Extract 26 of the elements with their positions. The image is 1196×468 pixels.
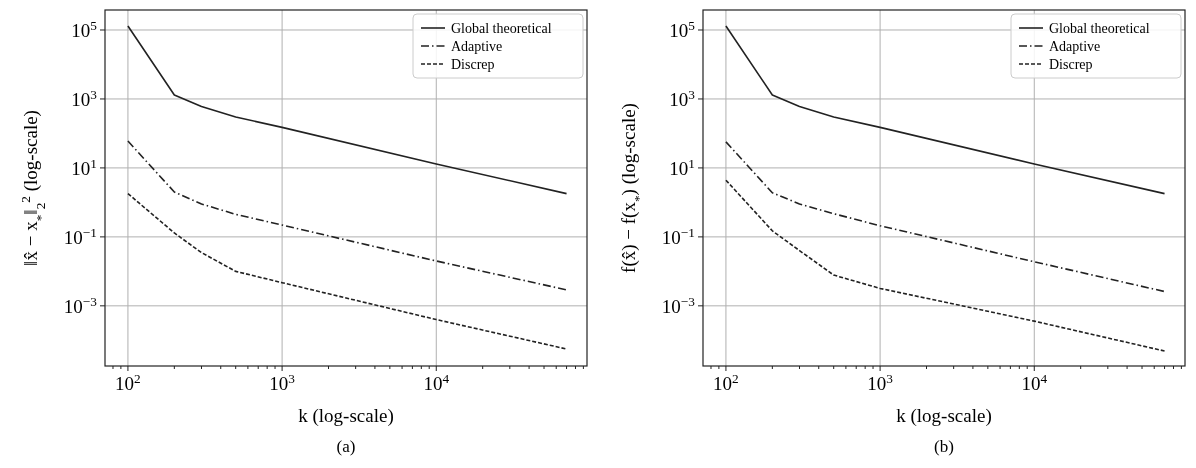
y-tick-label: 10$^{−1}$ [661,224,695,248]
x-tick-label: 10$^{3}$ [867,370,894,394]
legend-label: Adaptive [1049,39,1101,54]
y-tick-label: 10$^{−1}$ [63,224,97,248]
x-axis-title: k (log-scale) [896,405,992,427]
legend-label: Adaptive [451,39,503,54]
y-tick-label: 10$^{1}$ [669,155,695,179]
x-tick-label: 10$^{2}$ [115,370,141,394]
y-tick-label: 10$^{5}$ [71,17,98,41]
y-tick-label: 10$^{3}$ [71,86,98,110]
legend-label: Global theoretical [1049,21,1150,36]
x-tick-label: 10$^{4}$ [423,370,450,394]
y-tick-label: 10$^{5}$ [669,17,696,41]
legend-label: Global theoretical [451,21,552,36]
legend-label: Discrep [451,57,495,72]
y-tick-label: 10$^{−3}$ [63,293,98,317]
x-tick-label: 10$^{3}$ [269,370,296,394]
x-tick-label: 10$^{4}$ [1021,370,1048,394]
y-tick-label: 10$^{1}$ [71,155,97,179]
y-tick-label: 10$^{3}$ [669,86,696,110]
x-tick-label: 10$^{2}$ [713,370,739,394]
text: (b) [934,437,954,456]
x-axis-title: k (log-scale) [298,405,394,427]
legend-label: Discrep [1049,57,1093,72]
y-tick-label: 10$^{−3}$ [661,293,696,317]
text: (a) [336,437,356,456]
